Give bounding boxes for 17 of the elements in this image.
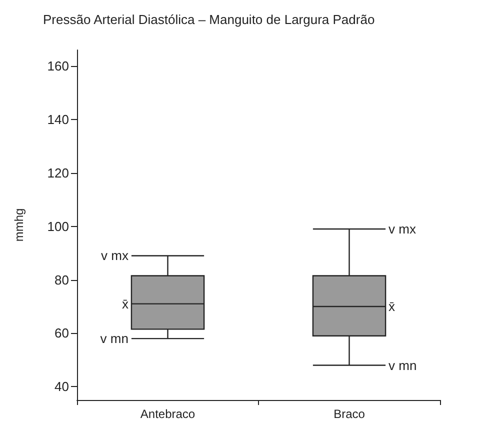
x-tick-label: Braco [334,407,366,421]
annotation: v mx [100,248,129,264]
chart-title: Pressão Arterial Diastólica – Manguito de Largura Padrão [43,12,375,27]
y-tick-label: 40 [54,379,69,394]
y-tick-label: 140 [47,112,69,127]
y-tick-label: 160 [47,58,69,74]
x-tick-label: Antebraco [140,407,196,421]
y-axis-title: mmhg [12,208,26,242]
annotation: x̄ [122,296,129,312]
annotation: v mn [388,358,417,373]
y-tick-label: 120 [47,165,69,180]
annotation: v mn [100,331,128,346]
annotation: v mx [388,222,416,237]
y-tick-label: 80 [54,272,69,288]
y-tick-label: 60 [54,326,69,341]
y-tick-label: 100 [47,218,69,234]
annotation: x̄ [388,298,396,314]
